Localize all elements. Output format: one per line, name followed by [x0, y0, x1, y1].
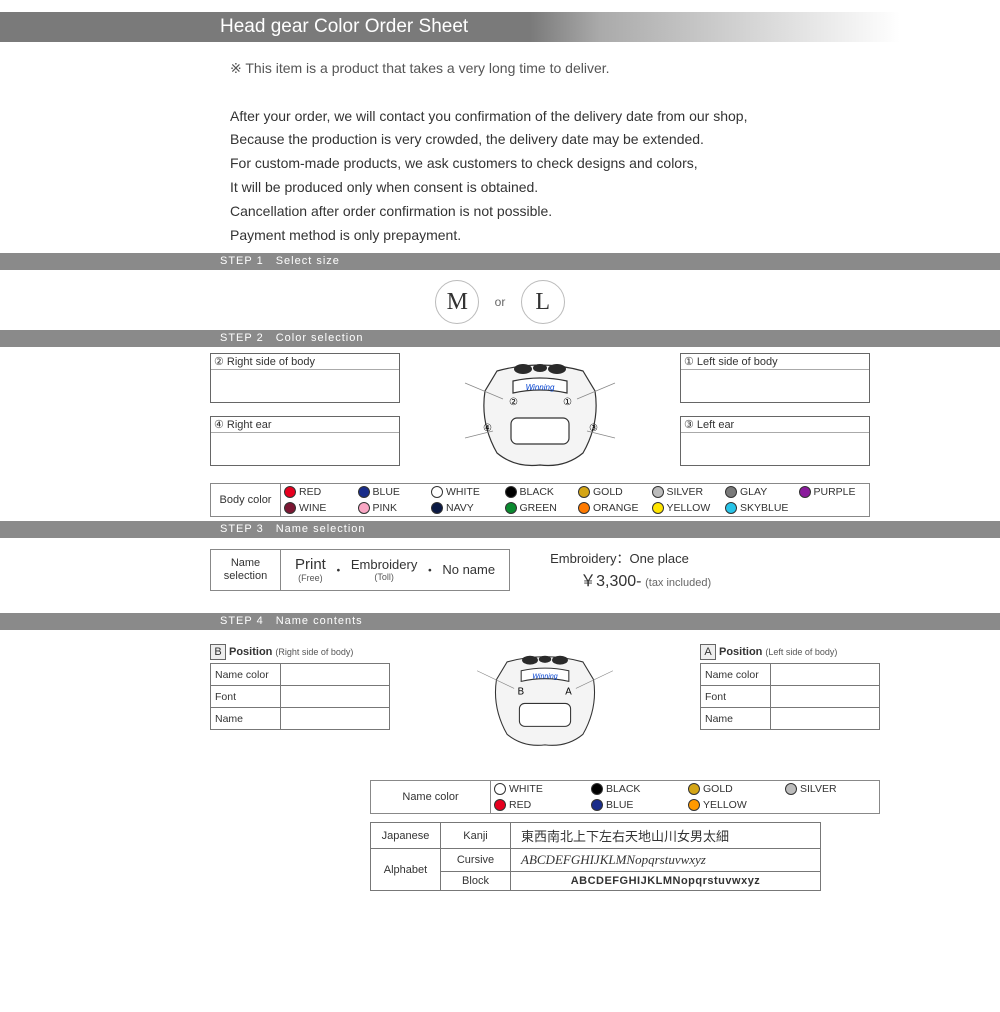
color-swatch-orange[interactable]: ORANGE [575, 500, 649, 516]
embroidery-price: Embroidery：One place ￥3,300- (tax includ… [550, 548, 711, 591]
color-swatch-silver[interactable]: SILVER [649, 484, 723, 500]
color-swatch-blue[interactable]: BLUE [355, 484, 429, 500]
step3-bar: STEP 3 Name selection [0, 521, 1000, 538]
color-swatch-skyblue[interactable]: SKYBLUE [722, 500, 796, 516]
size-or: or [495, 295, 506, 309]
field-right-ear[interactable]: ④ Right ear [210, 416, 400, 466]
headgear-diagram: Winning ① ② ③ ④ [400, 353, 680, 473]
name-color-silver[interactable]: SILVER [782, 781, 879, 797]
intro-line: Payment method is only prepayment. [230, 224, 1000, 248]
body-color-label: Body color [211, 484, 281, 516]
field-right-body[interactable]: ② Right side of body [210, 353, 400, 403]
svg-text:Winning: Winning [532, 674, 557, 681]
color-swatch-navy[interactable]: NAVY [428, 500, 502, 516]
intro-line: Because the production is very crowded, … [230, 128, 1000, 152]
page-title: Head gear Color Order Sheet [220, 16, 468, 37]
size-selector: M or L [0, 270, 1000, 330]
svg-text:B: B [518, 687, 524, 698]
b-name-color-input[interactable] [281, 664, 390, 686]
body-color-table: Body color REDBLUEWHITEBLACKGOLDSILVERGL… [210, 483, 870, 517]
block-sample: ABCDEFGHIJKLMNopqrstuvwxyz [511, 872, 821, 891]
kanji-sample: 東西南北上下左右天地山川女男太細 [511, 823, 821, 849]
field-left-ear[interactable]: ③ Left ear [680, 416, 870, 466]
name-opt-embroidery[interactable]: Embroidery(Toll) [351, 557, 417, 582]
name-color-yellow[interactable]: YELLOW [685, 797, 782, 813]
color-swatch-pink[interactable]: PINK [355, 500, 429, 516]
name-opt-noname[interactable]: No name [442, 562, 495, 577]
a-font-input[interactable] [771, 686, 880, 708]
pos-a-badge: A [700, 644, 716, 660]
color-swatch-gold[interactable]: GOLD [575, 484, 649, 500]
name-color-black[interactable]: BLACK [588, 781, 685, 797]
intro-block: ※ This item is a product that takes a ve… [0, 42, 1000, 253]
size-option-l[interactable]: L [521, 280, 565, 324]
svg-text:A: A [565, 687, 572, 698]
size-option-m[interactable]: M [435, 280, 479, 324]
name-color-white[interactable]: WHITE [491, 781, 588, 797]
step2-bar: STEP 2 Color selection [0, 330, 1000, 347]
svg-text:①: ① [563, 397, 572, 408]
color-swatch-black[interactable]: BLACK [502, 484, 576, 500]
color-swatch-glay[interactable]: GLAY [722, 484, 796, 500]
intro-line: Cancellation after order confirmation is… [230, 200, 1000, 224]
color-swatch-white[interactable]: WHITE [428, 484, 502, 500]
svg-text:②: ② [509, 397, 518, 408]
cursive-sample: ABCDEFGHIJKLMNopqrstuvwxyz [511, 849, 821, 872]
step4-bar: STEP 4 Name contents [0, 613, 1000, 630]
intro-line: It will be produced only when consent is… [230, 176, 1000, 200]
name-color-label: Name color [371, 781, 491, 813]
name-selection-label: Name selection [211, 550, 281, 590]
b-name-input[interactable] [281, 708, 390, 730]
position-a-block: A Position (Left side of body) Name colo… [700, 644, 880, 730]
headgear-diagram-names: Winning A B [402, 644, 688, 754]
intro-line: For custom-made products, we ask custome… [230, 152, 1000, 176]
a-name-color-input[interactable] [771, 664, 880, 686]
color-swatch-wine[interactable]: WINE [281, 500, 355, 516]
page-title-bar: Head gear Color Order Sheet [0, 12, 1000, 42]
svg-text:Winning: Winning [526, 383, 555, 392]
name-color-table: Name color WHITEBLACKGOLDSILVER REDBLUEYE… [370, 780, 880, 814]
step1-bar: STEP 1 Select size [0, 253, 1000, 270]
name-opt-print[interactable]: Print(Free) [295, 556, 326, 583]
position-b-block: B Position (Right side of body) Name col… [210, 644, 390, 730]
intro-line: After your order, we will contact you co… [230, 105, 1000, 129]
color-swatch-yellow[interactable]: YELLOW [649, 500, 723, 516]
color-swatch-purple[interactable]: PURPLE [796, 484, 870, 500]
name-color-gold[interactable]: GOLD [685, 781, 782, 797]
color-swatch-green[interactable]: GREEN [502, 500, 576, 516]
delivery-notice: ※ This item is a product that takes a ve… [230, 57, 1000, 81]
b-font-input[interactable] [281, 686, 390, 708]
name-selection-box: Name selection Print(Free) ・ Embroidery(… [210, 549, 510, 591]
name-color-blue[interactable]: BLUE [588, 797, 685, 813]
pos-b-badge: B [210, 644, 226, 660]
font-sample-table: Japanese Kanji 東西南北上下左右天地山川女男太細 Alphabet… [370, 822, 821, 891]
name-color-red[interactable]: RED [491, 797, 588, 813]
field-left-body[interactable]: ① Left side of body [680, 353, 870, 403]
a-name-input[interactable] [771, 708, 880, 730]
color-swatch-red[interactable]: RED [281, 484, 355, 500]
